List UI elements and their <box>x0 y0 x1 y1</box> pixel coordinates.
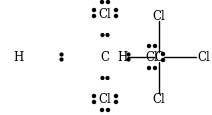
Text: Cl: Cl <box>146 51 158 64</box>
Circle shape <box>60 54 63 56</box>
Circle shape <box>101 77 104 80</box>
Circle shape <box>106 1 110 4</box>
Circle shape <box>101 34 104 37</box>
Text: Cl: Cl <box>99 7 111 20</box>
Text: H: H <box>117 51 127 64</box>
Circle shape <box>100 1 103 4</box>
Circle shape <box>92 95 95 98</box>
Circle shape <box>60 59 63 61</box>
Circle shape <box>114 101 117 104</box>
Circle shape <box>148 67 151 70</box>
Text: Cl: Cl <box>198 51 210 64</box>
Circle shape <box>106 109 110 112</box>
Text: Cl: Cl <box>153 93 165 106</box>
Circle shape <box>127 59 130 61</box>
Circle shape <box>162 53 165 56</box>
Circle shape <box>106 77 109 80</box>
Circle shape <box>153 67 156 70</box>
Circle shape <box>114 95 117 98</box>
Circle shape <box>148 45 151 48</box>
Text: C: C <box>100 51 110 64</box>
Circle shape <box>162 59 165 62</box>
Circle shape <box>114 9 117 12</box>
Text: C: C <box>155 51 163 64</box>
Circle shape <box>100 109 103 112</box>
Text: H: H <box>13 51 23 64</box>
Circle shape <box>92 15 95 18</box>
Circle shape <box>114 15 117 18</box>
Circle shape <box>92 101 95 104</box>
Text: Cl: Cl <box>153 9 165 22</box>
Circle shape <box>106 34 109 37</box>
Circle shape <box>92 9 95 12</box>
Circle shape <box>153 45 156 48</box>
Circle shape <box>127 54 130 56</box>
Text: Cl: Cl <box>99 93 111 106</box>
